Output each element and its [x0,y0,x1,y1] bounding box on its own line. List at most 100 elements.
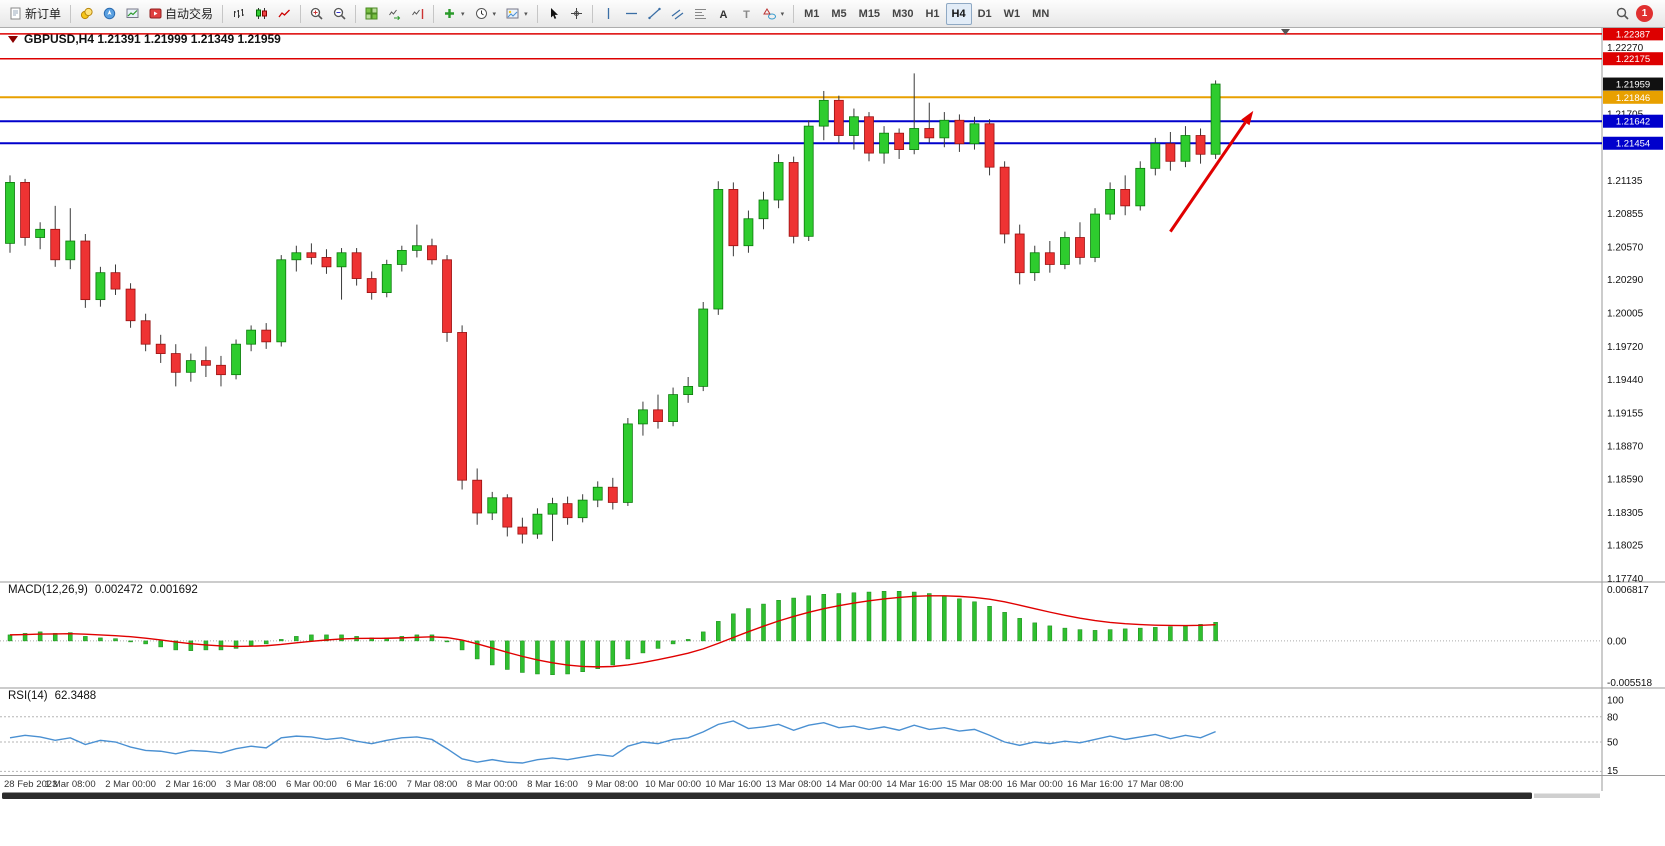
time-axis-label: 16 Mar 16:00 [1067,779,1123,790]
macd-bar [1077,629,1083,642]
chart-title-text: GBPUSD,H4 1.21391 1.21999 1.21349 1.2195… [24,32,281,46]
price-axis-label: 1.20570 [1607,242,1644,253]
macd-bar [942,595,947,642]
timeframe-h4[interactable]: H4 [945,2,972,25]
macd-bar [791,597,796,642]
macd-bar [1138,627,1143,642]
tile-windows-button[interactable] [360,2,383,26]
timeframe-m5[interactable]: M5 [831,7,847,20]
vline-icon [607,8,609,19]
toolbar-separator [355,4,357,23]
timeframe-m15[interactable]: M15 [858,7,881,20]
periods-button[interactable]: ▾ [470,2,502,26]
macd-axis-label: 0.00 [1607,636,1627,647]
candles-icon [256,8,268,19]
new-order-button[interactable]: 新订单 [4,2,66,26]
macd-bar [1047,625,1053,642]
candle-body [1135,167,1146,207]
line-chart-button[interactable] [273,2,296,26]
candle-body [849,116,859,136]
macd-bar [1092,630,1098,642]
chart-shift-marker-icon[interactable] [1281,29,1290,35]
candle-body [1044,252,1055,265]
candle-body [1165,143,1176,162]
shapes-button[interactable]: ▾ [758,2,790,26]
rsi-indicator-label: RSI(14) 62.3488 [8,690,96,702]
macd-bar [7,634,13,642]
trendline-icon [647,7,661,20]
terminal-button[interactable] [121,2,144,26]
level-price-tag-text: 1.21846 [1616,93,1650,104]
zoom-out-button[interactable] [328,2,351,26]
macd-bar [700,631,706,642]
candle-body [788,162,799,237]
market-watch-button[interactable] [75,2,98,26]
macd-bar [22,633,28,642]
macd-bar [233,640,239,649]
search-button[interactable] [1611,2,1634,26]
timeframe-m30[interactable]: M30 [892,7,914,20]
market-watch-icon [80,7,93,20]
timeframe-w1[interactable]: W1 [1003,7,1021,20]
current-price-tag [1603,77,1663,91]
channel-button[interactable] [666,2,689,26]
arrow-annotation[interactable] [1169,110,1254,233]
candle-chart-button[interactable] [250,2,273,26]
candle-body [396,249,407,265]
candle-body [1029,252,1040,274]
toolbar-separator [222,4,224,23]
chevron-down-icon: ▾ [780,10,785,18]
auto-scroll-button[interactable] [383,2,406,26]
time-axis-label: 10 Mar 16:00 [705,779,761,790]
candle-body [231,343,241,376]
autotrading-button-label: 自动交易 [165,7,214,21]
horizontal-scrollbar-thumb[interactable] [2,792,1532,800]
macd-bar [1002,612,1007,642]
chart-shift-button[interactable] [406,2,429,26]
timeframe-m1[interactable]: M1 [804,7,820,20]
candle-body [35,228,46,238]
time-axis-label: 7 Mar 08:00 [407,779,458,790]
rsi-axis-label: 100 [1607,696,1624,707]
time-axis-label: 3 Mar 08:00 [226,779,277,790]
shift-icon [412,9,424,19]
fibonacci-button[interactable] [689,2,712,26]
new-order-button-label: 新订单 [25,7,62,21]
crosshair-button[interactable] [565,2,588,26]
templates-button[interactable]: ▾ [501,2,533,26]
text-button[interactable]: A [712,2,735,26]
macd-bar [685,639,691,642]
level-price-tag [1603,114,1663,128]
label-button[interactable]: T [735,2,758,26]
hline-icon [625,12,637,15]
timeframe-h1[interactable]: H1 [925,7,940,20]
terminal-icon [126,8,139,18]
level-price-tag [1603,27,1663,41]
bar-chart-button[interactable] [227,2,250,26]
trendline-button[interactable] [643,2,666,26]
notification-badge[interactable]: 1 [1636,5,1653,22]
timeframe-d1[interactable]: D1 [977,7,992,20]
candle-body [653,409,663,422]
crosshair-icon [570,8,582,19]
time-axis-label: 8 Mar 00:00 [467,779,518,790]
macd-bar [173,640,179,651]
cursor-button[interactable] [542,2,565,26]
horizontal-line-button[interactable] [620,2,643,26]
vertical-line-button[interactable] [597,2,620,26]
macd-bar [580,640,585,672]
candle-body [1075,237,1085,258]
timeframe-mn[interactable]: MN [1032,7,1050,20]
candle-body [80,240,91,301]
zoom-in-button[interactable] [305,2,328,26]
toolbar-separator [591,4,593,23]
autotrading-button[interactable]: 自动交易 [144,2,218,26]
horizontal-scrollbar-track[interactable] [1534,793,1600,799]
macd-bar [957,598,962,642]
indicators-button[interactable]: ▾ [438,2,470,26]
candle-body [291,252,302,261]
candle-body [713,189,724,310]
candle-body [1120,189,1131,207]
navigator-button[interactable] [98,2,121,26]
